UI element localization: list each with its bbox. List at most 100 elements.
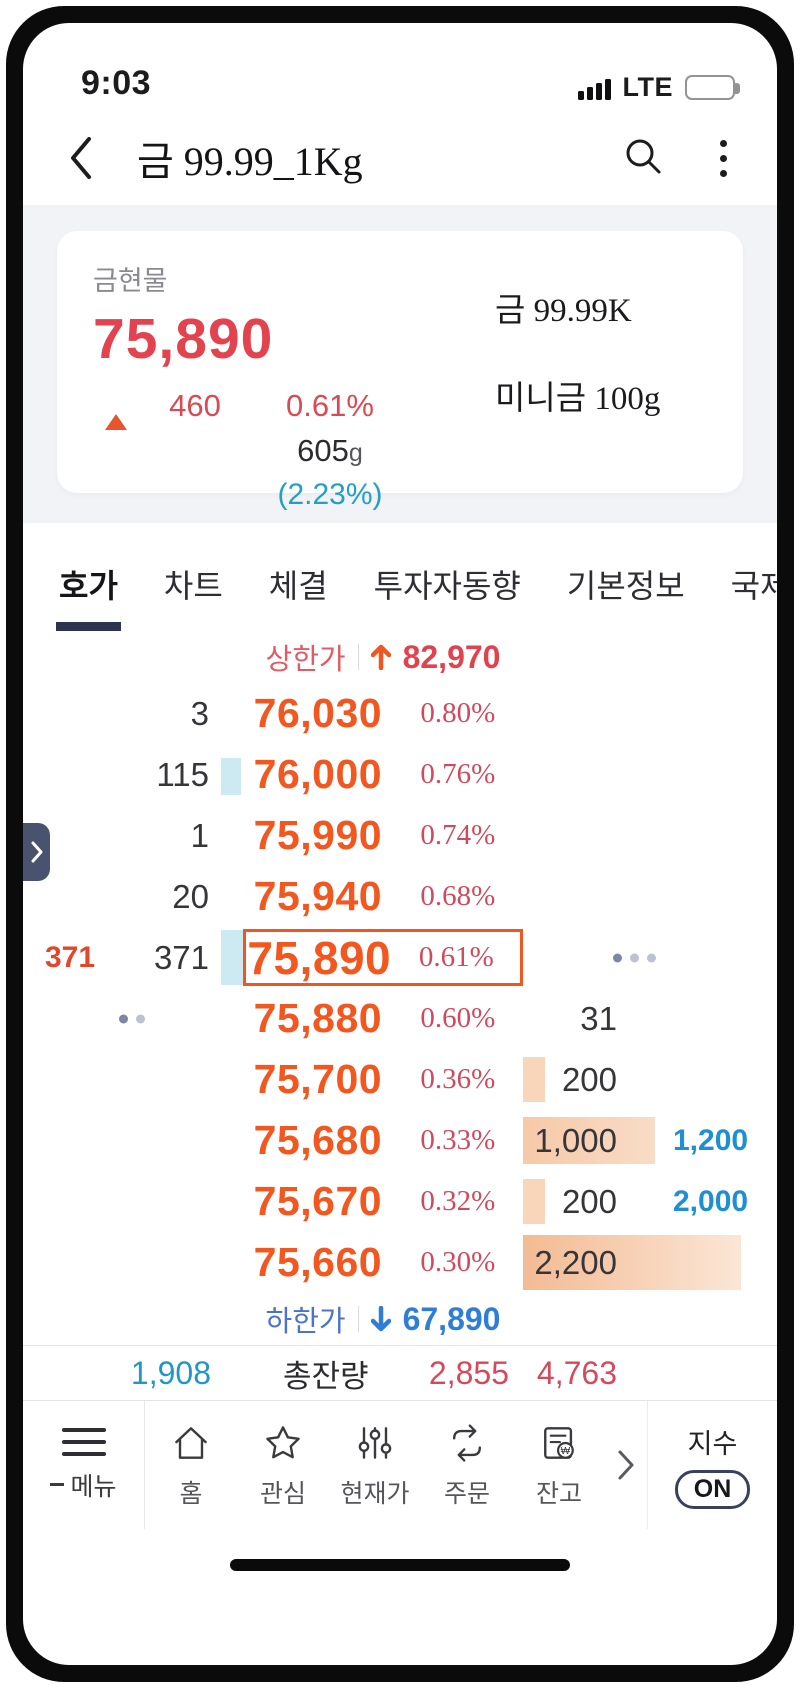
ask-qty: 371 (153, 938, 209, 976)
nav-item-current-price[interactable]: 현재가 (329, 1401, 421, 1529)
home-indicator[interactable] (230, 1559, 570, 1571)
title-bar: 금 99.99_1Kg (23, 111, 777, 205)
current-price: 75,890 (93, 307, 274, 371)
bid-pct: 0.60% (420, 1002, 496, 1034)
ask-row[interactable]: 20 75,940 0.68% (23, 866, 777, 927)
bid-row[interactable]: 75,680 0.33% 1,000 1,200 (23, 1110, 777, 1171)
nav-item-label: 주문 (443, 1479, 490, 1508)
tab-basic-info[interactable]: 기본정보 (566, 568, 685, 604)
tab-trades[interactable]: 체결 (268, 568, 328, 604)
lower-limit-row: 하한가 67,890 (243, 1293, 523, 1345)
nav-expand-button[interactable] (605, 1401, 647, 1529)
nav-item-balance[interactable]: ₩ 잔고 (513, 1401, 605, 1529)
status-bar: 9:03 LTE (23, 23, 777, 111)
battery-icon (685, 75, 740, 100)
lower-limit-label: 하한가 (265, 1306, 346, 1338)
bid-price: 75,700 (253, 1056, 383, 1102)
bid-price-cell[interactable]: 75,700 0.36% (243, 1049, 523, 1110)
bid-qty: 200 (561, 1060, 617, 1098)
ask-price: 75,990 (253, 812, 383, 858)
bid-row[interactable]: 75,660 0.30% 2,200 (23, 1232, 777, 1293)
index-label: 지수 (687, 1428, 738, 1459)
volume-pct: (2.23%) (277, 478, 383, 511)
ask-row[interactable]: 3 76,030 0.80% (23, 683, 777, 744)
ask-volume-bar (221, 758, 241, 795)
ask-pct: 0.74% (420, 819, 496, 851)
bid-pct: 0.32% (420, 1185, 496, 1217)
bid-price-cell[interactable]: 75,660 0.30% (243, 1232, 523, 1293)
nav-item-home[interactable]: 홈 (145, 1401, 237, 1529)
bid-total: 1,908 (130, 1354, 211, 1391)
bid-price-cell[interactable]: 75,880 0.60% (243, 988, 523, 1049)
bid-qty: 2,200 (534, 1243, 617, 1281)
ask-price: 76,030 (253, 690, 383, 736)
back-button[interactable] (67, 135, 107, 181)
ask-qty: 3 (190, 694, 209, 732)
related-product[interactable]: 미니금 100g (495, 381, 661, 417)
sliders-icon (358, 1426, 392, 1459)
current-pct: 0.61% (418, 941, 494, 973)
tab-hoga[interactable]: 호가 (56, 561, 121, 631)
tab-bar: 호가 차트 체결 투자자동향 기본정보 국제금시세 (23, 523, 777, 631)
ask-pct: 0.76% (420, 758, 496, 790)
search-button[interactable] (622, 135, 664, 182)
arrow-up-icon (370, 644, 391, 670)
instrument-label: 금현물 (93, 266, 168, 296)
pagination-dots[interactable] (119, 1014, 145, 1023)
nav-item-label: 관심 (259, 1479, 306, 1508)
bid-price: 75,880 (253, 995, 383, 1041)
ask-price-cell[interactable]: 76,030 0.80% (243, 683, 523, 744)
current-price: 75,890 (247, 931, 392, 984)
nav-menu-button[interactable]: 메뉴 (23, 1401, 145, 1529)
ask-side-total: 371 (45, 940, 96, 974)
nav-item-orders[interactable]: 주문 (421, 1401, 513, 1529)
ask-price-cell[interactable]: 75,940 0.68% (243, 866, 523, 927)
search-icon (626, 139, 661, 173)
bid-row[interactable]: 75,880 0.60% 31 (23, 988, 777, 1049)
current-price-cell[interactable]: 75,890 0.61% (243, 929, 523, 986)
ask-row[interactable]: 115 76,000 0.76% (23, 744, 777, 805)
tab-intl-gold[interactable]: 국제금시세 (730, 568, 777, 604)
tab-investor-trend[interactable]: 투자자동향 (373, 568, 521, 604)
dash-icon (50, 1483, 65, 1486)
ask-price-cell[interactable]: 75,990 0.74% (243, 805, 523, 866)
hamburger-icon (61, 1427, 106, 1456)
bid-row[interactable]: 75,700 0.36% 200 (23, 1049, 777, 1110)
bid-price-cell[interactable]: 75,670 0.32% (243, 1171, 523, 1232)
nav-item-label: 현재가 (340, 1479, 410, 1508)
svg-text:₩: ₩ (561, 1446, 571, 1457)
price-change-pct: 0.61% (286, 388, 374, 423)
bid-qty: 31 (580, 999, 617, 1037)
kebab-icon (720, 139, 727, 147)
index-on-badge[interactable]: ON (674, 1469, 751, 1509)
side-panel-handle[interactable] (23, 823, 50, 881)
bid-volume-bar (523, 1179, 545, 1224)
page-title: 금 99.99_1Kg (137, 139, 363, 184)
related-product[interactable]: 금 99.99K (495, 293, 632, 329)
app-screen: 9:03 LTE 금 99.99_1Kg (23, 23, 777, 1665)
bid-volume-bar (523, 1235, 741, 1290)
bid-price: 75,670 (253, 1178, 383, 1224)
tab-chart[interactable]: 차트 (163, 568, 223, 604)
ask-qty: 20 (172, 877, 209, 915)
ask-qty: 115 (156, 755, 209, 793)
ask-row[interactable]: 1 75,990 0.74% (23, 805, 777, 866)
ask-price: 76,000 (253, 751, 383, 797)
chevron-right-icon (31, 841, 42, 863)
swap-icon (452, 1423, 482, 1462)
grand-total: 4,763 (536, 1354, 617, 1391)
divider (357, 644, 359, 670)
index-toggle[interactable]: 지수 ON (647, 1401, 777, 1529)
current-price-row[interactable]: 371 371 75,890 0.61% (23, 927, 777, 988)
bid-price-cell[interactable]: 75,680 0.33% (243, 1110, 523, 1171)
quote-summary-section: 금현물 75,890 460 0.61% 605g (2.23%) 금 99.9… (23, 205, 777, 523)
nav-item-watchlist[interactable]: 관심 (237, 1401, 329, 1529)
chevron-right-icon (618, 1450, 634, 1480)
bid-row[interactable]: 75,670 0.32% 200 2,000 (23, 1171, 777, 1232)
ask-price-cell[interactable]: 76,000 0.76% (243, 744, 523, 805)
price-change: 460 (169, 388, 221, 423)
bid-extra-qty: 2,000 (673, 1184, 749, 1218)
pagination-dots[interactable] (613, 953, 656, 962)
more-menu-button[interactable] (716, 136, 731, 181)
arrow-down-icon (370, 1306, 391, 1332)
